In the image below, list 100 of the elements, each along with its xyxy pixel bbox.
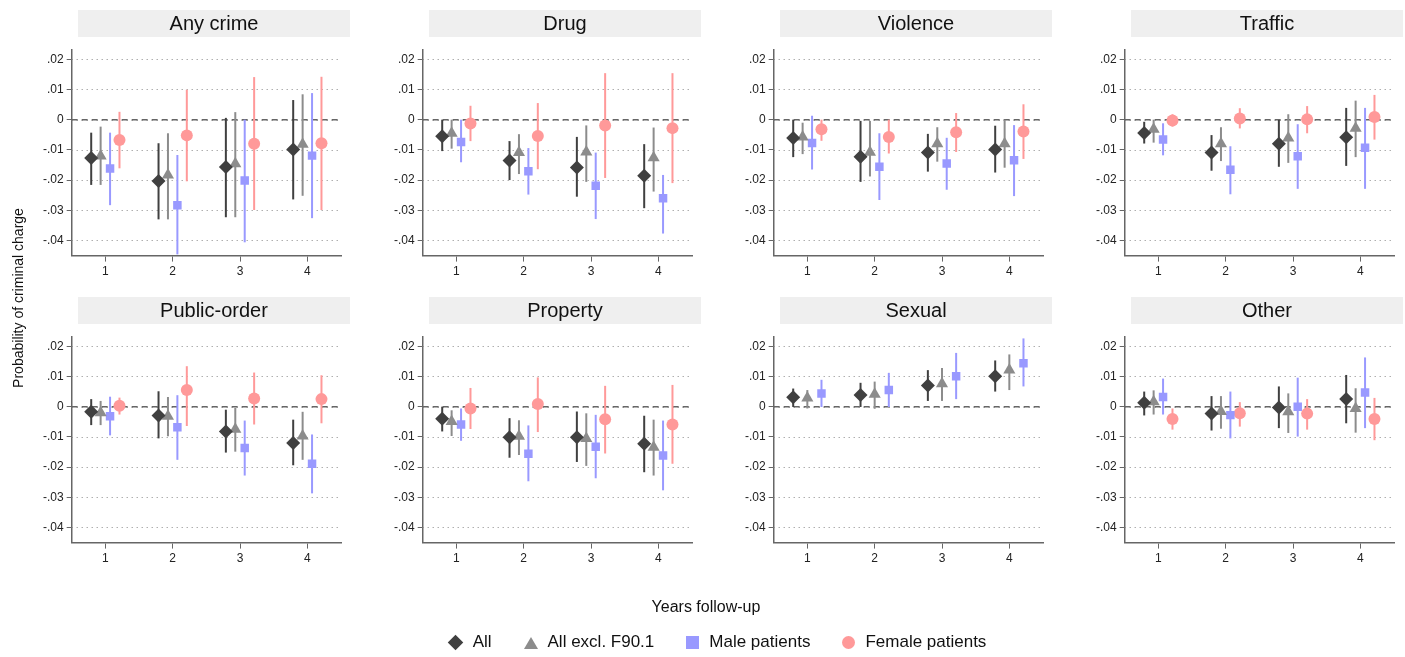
x-tick-label: 2 <box>1222 551 1230 566</box>
y-tick-label: 0 <box>56 111 64 126</box>
y-axis-title: Probability of criminal charge <box>10 208 26 388</box>
y-tick-label: -.04 <box>744 232 766 247</box>
x-tick-label: 2 <box>520 551 528 566</box>
chart-title: Property <box>429 297 701 324</box>
y-tick-label: 0 <box>758 398 766 413</box>
y-tick-label: .02 <box>46 51 64 66</box>
y-tick-label: .01 <box>1099 368 1117 383</box>
y-tick-label: -.02 <box>393 172 415 187</box>
x-tick-label: 1 <box>102 264 109 279</box>
x-tick-label: 2 <box>169 551 177 566</box>
x-tick-label: 1 <box>453 264 460 279</box>
x-tick-label: 2 <box>871 264 879 279</box>
y-tick-label: -.01 <box>744 142 766 157</box>
x-tick-label: 1 <box>804 551 811 566</box>
x-tick-label: 3 <box>1289 551 1297 566</box>
y-tick-label: -.01 <box>42 429 64 444</box>
y-tick-label: 0 <box>407 398 415 413</box>
y-tick-label: -.03 <box>744 489 766 504</box>
y-tick-label: -.04 <box>42 232 64 247</box>
y-tick-label: -.02 <box>1095 459 1117 474</box>
x-tick-label: 4 <box>303 264 311 279</box>
y-tick-label: -.02 <box>42 172 64 187</box>
y-tick-label: -.02 <box>744 172 766 187</box>
y-tick-label: -.03 <box>42 202 64 217</box>
y-tick-label: -.03 <box>393 489 415 504</box>
x-axis-title: Years follow-up <box>650 598 762 616</box>
x-tick-label: 2 <box>520 264 528 279</box>
y-tick-label: -.04 <box>393 232 415 247</box>
chart-title: Traffic <box>1131 10 1403 37</box>
y-tick-label: 0 <box>1109 111 1117 126</box>
x-tick-label: 4 <box>1005 551 1013 566</box>
y-tick-label: .01 <box>1099 81 1117 96</box>
x-tick-label: 4 <box>654 551 662 566</box>
y-tick-label: -.01 <box>42 142 64 157</box>
chart-title: Sexual <box>780 297 1052 324</box>
x-tick-label: 3 <box>938 551 946 566</box>
y-tick-label: 0 <box>758 111 766 126</box>
y-tick-label: -.02 <box>1095 172 1117 187</box>
x-tick-label: 4 <box>1356 264 1364 279</box>
legend-label: Female patients <box>865 632 987 651</box>
y-tick-label: .02 <box>397 51 415 66</box>
y-tick-label: -.03 <box>744 202 766 217</box>
x-tick-label: 3 <box>587 551 595 566</box>
y-tick-label: -.01 <box>393 429 415 444</box>
y-tick-label: -.01 <box>1095 142 1117 157</box>
y-tick-label: -.03 <box>42 489 64 504</box>
y-tick-label: .02 <box>1099 338 1117 353</box>
x-tick-label: 2 <box>1222 264 1230 279</box>
y-tick-label: -.03 <box>1095 202 1117 217</box>
y-tick-label: .01 <box>397 368 415 383</box>
y-tick-label: -.02 <box>744 459 766 474</box>
x-tick-label: 4 <box>654 264 662 279</box>
chart-title: Violence <box>780 10 1052 37</box>
y-tick-label: -.04 <box>42 519 64 534</box>
chart-title: Drug <box>429 10 701 37</box>
x-tick-label: 2 <box>169 264 177 279</box>
legend-label: Male patients <box>709 632 811 651</box>
x-tick-label: 1 <box>102 551 109 566</box>
x-tick-label: 3 <box>587 264 595 279</box>
x-tick-label: 3 <box>236 264 244 279</box>
y-tick-label: -.01 <box>744 429 766 444</box>
y-tick-label: -.04 <box>744 519 766 534</box>
y-tick-label: .01 <box>46 81 64 96</box>
y-tick-label: 0 <box>1109 398 1117 413</box>
y-tick-label: .02 <box>397 338 415 353</box>
legend-label: All excl. F90.1 <box>547 632 655 651</box>
y-tick-label: .02 <box>1099 51 1117 66</box>
x-tick-label: 1 <box>804 264 811 279</box>
y-tick-label: -.02 <box>42 459 64 474</box>
y-tick-label: .01 <box>397 81 415 96</box>
y-tick-label: -.01 <box>1095 429 1117 444</box>
x-tick-label: 2 <box>871 551 879 566</box>
x-tick-label: 1 <box>1155 264 1162 279</box>
y-tick-label: -.03 <box>1095 489 1117 504</box>
x-tick-label: 3 <box>1289 264 1297 279</box>
y-tick-label: .01 <box>748 81 766 96</box>
x-tick-label: 1 <box>1155 551 1162 566</box>
x-tick-label: 4 <box>303 551 311 566</box>
legend-label: All <box>472 632 492 651</box>
y-tick-label: .01 <box>748 368 766 383</box>
x-tick-label: 1 <box>453 551 460 566</box>
y-tick-label: .02 <box>748 338 766 353</box>
chart-title: Any crime <box>78 10 350 37</box>
y-tick-label: -.02 <box>393 459 415 474</box>
y-tick-label: .02 <box>748 51 766 66</box>
y-tick-label: -.04 <box>1095 519 1117 534</box>
chart-title: Public-order <box>78 297 350 324</box>
y-tick-label: -.04 <box>393 519 415 534</box>
chart-title: Other <box>1131 297 1403 324</box>
x-tick-label: 3 <box>938 264 946 279</box>
x-tick-label: 4 <box>1356 551 1364 566</box>
y-tick-label: .02 <box>46 338 64 353</box>
x-tick-label: 3 <box>236 551 244 566</box>
y-tick-label: -.04 <box>1095 232 1117 247</box>
y-tick-label: -.03 <box>393 202 415 217</box>
y-tick-label: -.01 <box>393 142 415 157</box>
y-tick-label: .01 <box>46 368 64 383</box>
y-tick-label: 0 <box>56 398 64 413</box>
